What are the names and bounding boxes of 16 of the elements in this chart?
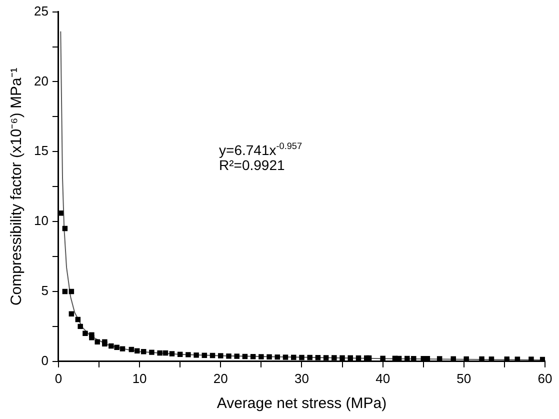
x-tick-label: 40 [376, 370, 390, 386]
y-tick-label: 20 [34, 73, 48, 88]
x-tick-label: 20 [213, 370, 228, 386]
x-tick-label: 10 [132, 370, 147, 386]
x-tick-label: 0 [54, 370, 62, 386]
annotation: R²=0.9921 [219, 157, 285, 174]
x-axis-title: Average net stress (MPa) [216, 395, 387, 412]
y-tick-label: 5 [41, 283, 48, 298]
x-tick-label: 50 [456, 370, 472, 386]
y-axis-title: Compressibility factor (x10⁻⁶) MPa⁻¹ [8, 68, 26, 306]
y-tick-label: 15 [34, 143, 48, 158]
y-tick-label: 0 [41, 352, 48, 368]
y-tick-label: 10 [34, 213, 48, 228]
x-tick-label: 60 [538, 370, 552, 386]
x-tick-label: 30 [294, 370, 309, 386]
y-tick-label: 25 [34, 3, 48, 18]
